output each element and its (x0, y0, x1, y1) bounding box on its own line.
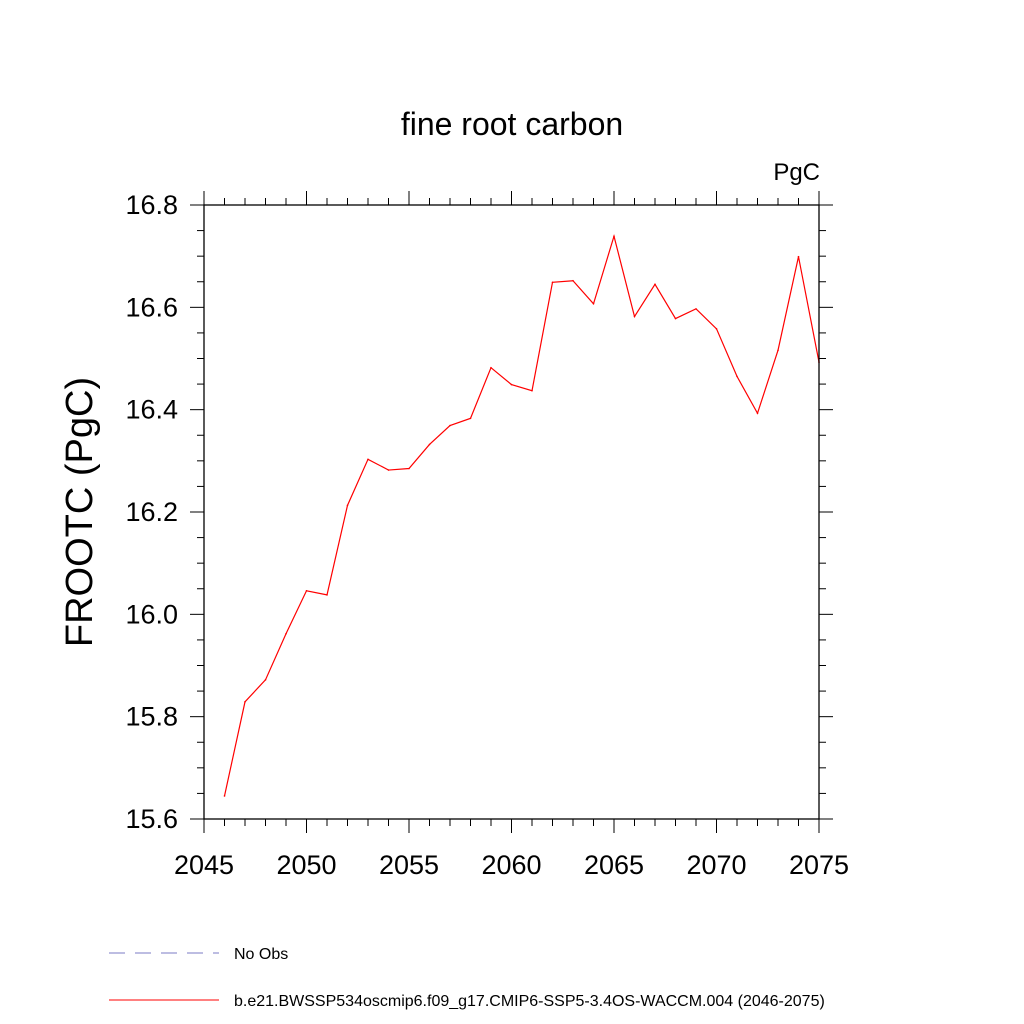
data-point (572, 279, 574, 282)
data-point (756, 412, 759, 415)
x-tick-label: 2075 (789, 850, 849, 880)
data-point (387, 469, 390, 471)
data-point (244, 701, 246, 703)
x-tick-label: 2065 (584, 850, 644, 880)
data-point (654, 283, 656, 286)
data-point (285, 632, 287, 635)
y-tick-label: 16.4 (125, 395, 178, 425)
units-label: PgC (773, 159, 820, 186)
data-point (715, 328, 718, 330)
data-point (510, 383, 513, 386)
data-point (551, 281, 554, 284)
legend-label: No Obs (234, 946, 288, 963)
data-point (695, 308, 697, 310)
y-tick-label: 16.2 (125, 497, 178, 527)
x-tick-label: 2045 (174, 850, 234, 880)
data-point (736, 375, 738, 378)
chart-title: fine root carbon (401, 106, 623, 142)
legend: No Obs b.e21.BWSSP534oscmip6.f09_g17.CMIP… (109, 946, 825, 1010)
x-tick-label: 2060 (481, 850, 541, 880)
series-group (223, 233, 820, 797)
data-point (223, 795, 226, 797)
x-tick-label: 2070 (686, 850, 746, 880)
minor-ticks (197, 198, 826, 826)
y-axis-label: FROOTC (PgC) (59, 377, 101, 647)
data-point (633, 315, 636, 318)
y-tick-label: 15.8 (125, 702, 178, 732)
data-point (408, 467, 410, 470)
plot-frame (203, 204, 820, 820)
y-tick-label: 15.6 (125, 804, 178, 834)
data-point (469, 417, 472, 420)
data-point (490, 366, 492, 369)
data-point (346, 504, 349, 507)
data-point (674, 317, 677, 320)
major-ticks (190, 191, 833, 833)
data-point (367, 458, 369, 461)
data-point (777, 349, 779, 352)
y-tick-label: 16.6 (125, 292, 178, 322)
y-tick-label: 16.0 (125, 599, 178, 629)
y-tick-label: 16.8 (125, 190, 178, 220)
data-point (264, 679, 267, 681)
data-point (305, 589, 308, 592)
x-tick-label: 2050 (276, 850, 336, 880)
data-point (428, 443, 431, 446)
tick-labels: 2045 2050 2055 2060 2065 2070 2075 15.6 15.8 16.0… (125, 190, 849, 880)
series-line (223, 233, 820, 797)
data-point (531, 389, 533, 392)
x-tick-label: 2055 (379, 850, 439, 880)
data-point (326, 594, 328, 596)
data-point (797, 255, 800, 258)
data-point (613, 235, 615, 238)
data-point (449, 424, 451, 427)
data-point (592, 302, 595, 305)
legend-label: b.e21.BWSSP534oscmip6.f09_g17.CMIP6-SSP5… (234, 993, 825, 1010)
